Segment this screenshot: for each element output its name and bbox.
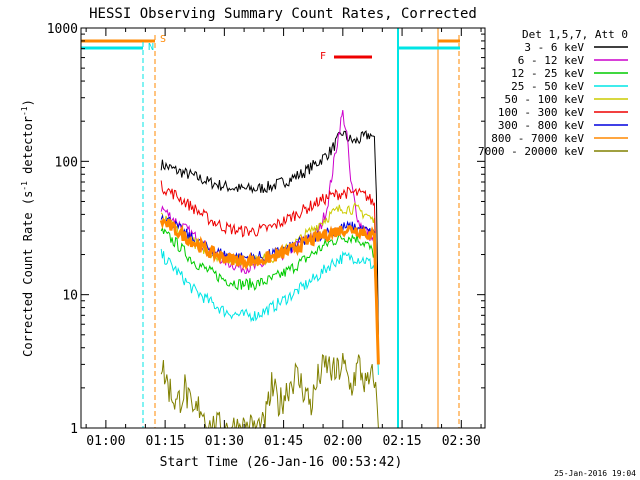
flare-marker-label: F xyxy=(320,51,326,62)
axes-layer: 01:00 01:15 01:30 01:45 02:00 02:15 02:30 1 10 10… xyxy=(47,22,485,449)
chart-title: HESSI Observing Summary Count Rates, Cor… xyxy=(89,6,477,22)
legend-label-3-6-kev: 3 - 6 keV xyxy=(524,41,584,54)
x-tick-label: 02:30 xyxy=(442,434,481,449)
y-tick-label: 1000 xyxy=(47,22,78,37)
y-tick-label: 1 xyxy=(70,422,78,437)
y-tick-label: 10 xyxy=(62,289,78,304)
series-line-7000-20000-kev xyxy=(160,353,379,430)
legend-label-25-50-kev: 25 - 50 keV xyxy=(511,80,584,93)
x-tick-label: 01:45 xyxy=(264,434,303,449)
legend-header: Det 1,5,7, Att 0 xyxy=(522,28,628,41)
x-tick-label: 02:00 xyxy=(323,434,362,449)
x-axis-label: Start Time (26-Jan-16 00:53:42) xyxy=(160,455,403,470)
plot-frame xyxy=(80,27,486,429)
x-tick-label: 02:15 xyxy=(382,434,421,449)
legend-label-12-25-kev: 12 - 25 keV xyxy=(511,67,584,80)
legend-label-7000-20000-kev: 7000 - 20000 keV xyxy=(478,145,584,158)
legend-label-300-800-kev: 300 - 800 keV xyxy=(498,119,584,132)
legend-label-800-7000-kev: 800 - 7000 keV xyxy=(491,132,584,145)
timestamp: 25-Jan-2016 19:04 xyxy=(554,469,636,478)
legend-label-6-12-kev: 6 - 12 keV xyxy=(518,54,585,67)
x-tick-label: 01:00 xyxy=(86,434,125,449)
x-tick-label: 01:15 xyxy=(146,434,185,449)
series-line-25-50-kev xyxy=(160,248,379,375)
series-layer xyxy=(159,110,380,430)
series-line-12-25-kev xyxy=(160,226,379,365)
series-line-100-300-kev xyxy=(160,180,379,348)
y-axis-label: Corrected Count Rate (s-1 detector-1) xyxy=(20,99,35,357)
legend-label-50-100-kev: 50 - 100 keV xyxy=(505,93,585,106)
night-marker-label: N xyxy=(148,42,154,53)
series-line-3-6-kev xyxy=(160,130,379,335)
legend-label-100-300-kev: 100 - 300 keV xyxy=(498,106,584,119)
series-line-800-7000-kev xyxy=(159,217,380,365)
saa-marker-label: S xyxy=(160,34,166,45)
observing-annotations: S N F xyxy=(81,28,460,428)
x-tick-label: 01:30 xyxy=(205,434,244,449)
y-tick-label: 100 xyxy=(55,155,78,170)
